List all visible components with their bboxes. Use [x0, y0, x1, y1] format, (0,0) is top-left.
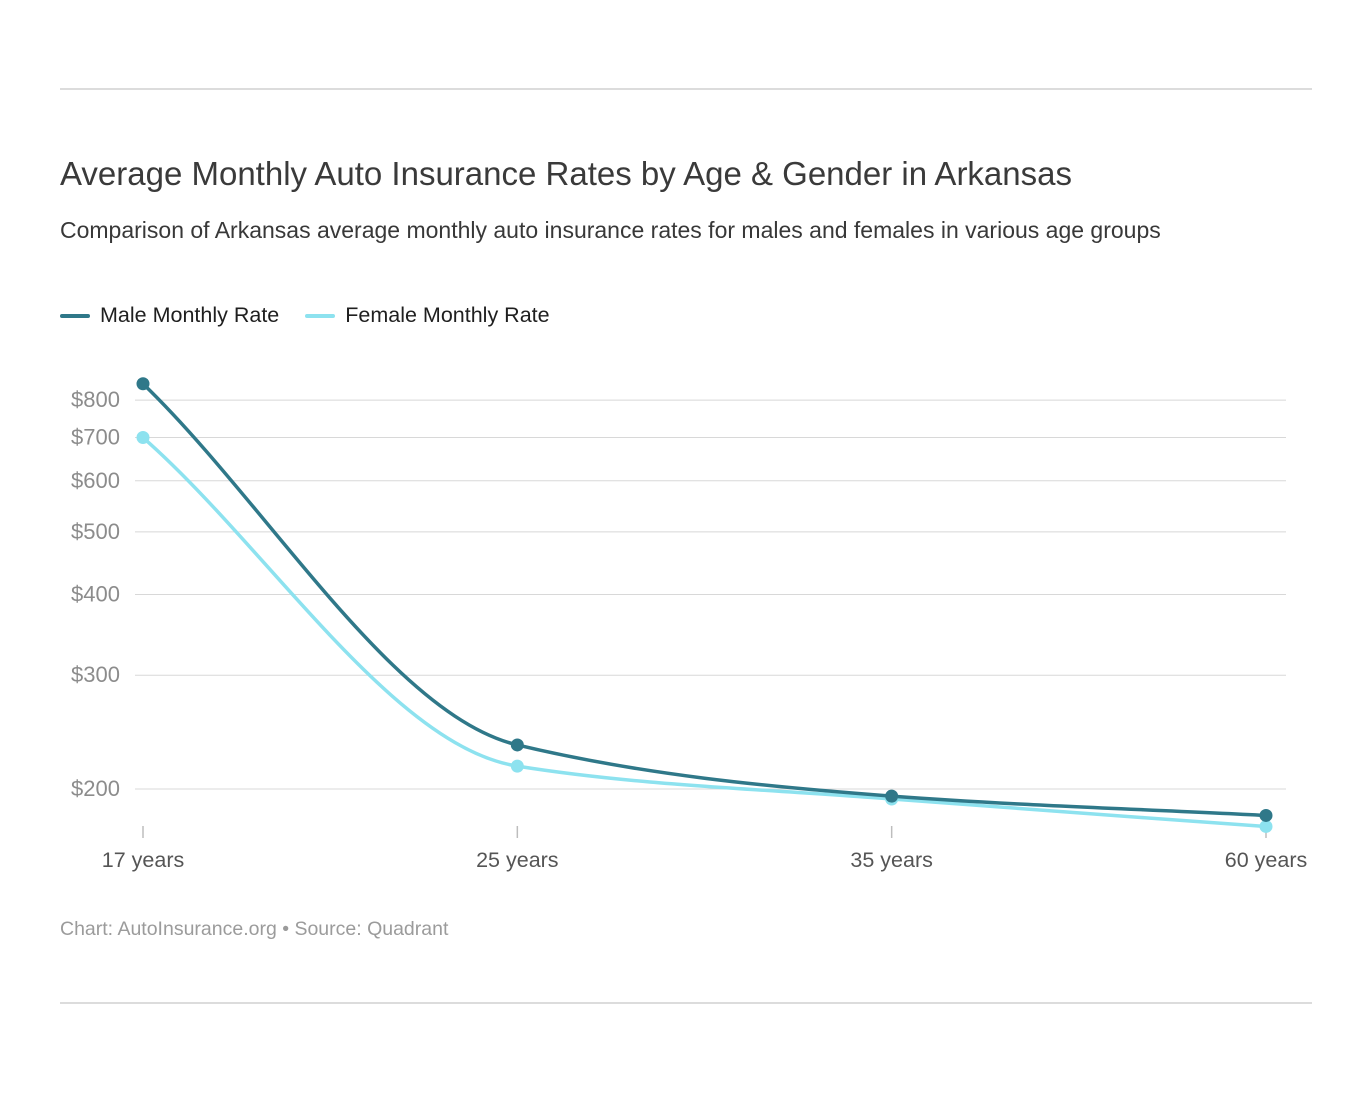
y-axis-label: $700: [71, 425, 120, 450]
y-axis-label: $600: [71, 468, 120, 493]
x-axis-label: 25 years: [476, 848, 558, 872]
chart-title: Average Monthly Auto Insurance Rates by …: [60, 155, 1072, 192]
male-monthly-rate-line: [141, 382, 1268, 818]
x-axis-label: 17 years: [102, 848, 184, 872]
y-axis-label: $800: [71, 388, 120, 413]
male-monthly-rate-point: [1259, 809, 1273, 823]
male-monthly-rate-point: [885, 790, 899, 804]
attribution: Chart: AutoInsurance.org • Source: Quadr…: [60, 918, 449, 941]
legend-item-male: Male Monthly Rate: [60, 303, 279, 328]
chart-legend: Male Monthly Rate Female Monthly Rate: [60, 303, 1312, 328]
legend-label-male: Male Monthly Rate: [100, 303, 280, 328]
x-axis-label: 35 years: [850, 848, 932, 872]
bottom-divider: [60, 1001, 1312, 1004]
legend-label-female: Female Monthly Rate: [345, 303, 550, 328]
legend-item-female: Female Monthly Rate: [305, 303, 550, 328]
female-series-swatch-icon: [305, 313, 336, 318]
top-divider: [60, 88, 1312, 90]
male-series-swatch-icon: [60, 313, 90, 318]
line-chart: $200 $300 $400 $500 $600 $700 $800 17 years 25 y…: [71, 377, 1307, 872]
y-axis-label: $400: [71, 582, 120, 607]
female-monthly-rate-point: [510, 760, 524, 774]
chart-subtitle: Comparison of Arkansas average monthly a…: [60, 216, 1161, 243]
x-axis-label: 60 years: [1225, 848, 1307, 872]
female-monthly-rate-point: [1259, 820, 1273, 834]
female-monthly-rate-point: [136, 431, 150, 445]
y-axis-label: $300: [71, 663, 120, 688]
y-axis-label: $200: [71, 776, 120, 801]
y-axis-label: $500: [71, 519, 120, 544]
male-monthly-rate-point: [510, 738, 524, 752]
male-monthly-rate-point: [136, 377, 150, 391]
female-monthly-rate-line: [141, 436, 1268, 829]
